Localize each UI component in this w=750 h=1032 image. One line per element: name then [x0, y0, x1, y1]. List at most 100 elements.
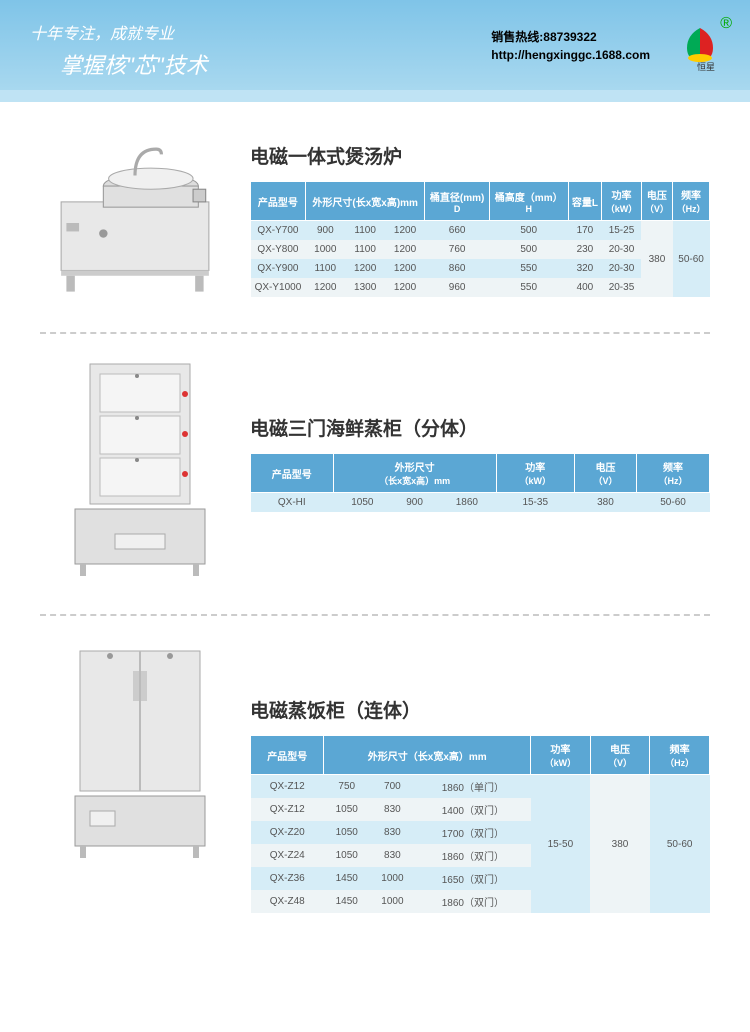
cell: 1860（双门） [415, 890, 530, 913]
product-1-title: 电磁一体式煲汤炉 [250, 142, 710, 169]
cell: 1200 [305, 278, 345, 297]
cell: 1450 [324, 890, 370, 913]
cell: 1300 [345, 278, 385, 297]
cell: 900 [305, 221, 345, 241]
th-capacity: 容量L [568, 182, 602, 221]
cell: 1000 [305, 240, 345, 259]
cell-voltage: 380 [590, 775, 650, 914]
th-voltage: 电压（V） [590, 736, 650, 775]
table-row: QX-Y7009001100120066050017015-2538050-60 [251, 221, 710, 241]
cell: 230 [568, 240, 602, 259]
hotline-text: 销售热线:88739322 [491, 28, 650, 46]
cell: 1200 [385, 278, 425, 297]
cell: QX-Z12 [251, 798, 324, 821]
cell: 20-30 [602, 259, 642, 278]
cell-voltage: 380 [641, 221, 672, 298]
brand-name: 恒星 [697, 60, 715, 73]
cell: 1200 [385, 240, 425, 259]
cell: 1200 [385, 221, 425, 241]
cell: 1050 [324, 821, 370, 844]
cell: 500 [489, 240, 568, 259]
th-height: 桶高度（mm）H [489, 182, 568, 221]
cell: QX-Z24 [251, 844, 324, 867]
product-3-table: 产品型号 外形尺寸（长x宽x高）mm 功率（kW） 电压（V） 频率（Hz） Q… [250, 735, 710, 913]
th-dims: 外形尺寸（长x宽x高）mm [333, 454, 496, 493]
cell: 170 [568, 221, 602, 241]
th-model: 产品型号 [251, 182, 306, 221]
product-section-2: 电磁三门海鲜蒸柜（分体） 产品型号 外形尺寸（长x宽x高）mm 功率（kW） 电… [0, 334, 750, 614]
cell: QX-Y1000 [251, 278, 306, 297]
cell: QX-HI [251, 493, 334, 513]
cell: 900 [392, 493, 438, 513]
cell: 860 [425, 259, 489, 278]
cell: 830 [370, 821, 416, 844]
cell: 1860（双门） [415, 844, 530, 867]
cell: 15-35 [496, 493, 574, 513]
cell: 1860 [438, 493, 496, 513]
table-row: QX-HI 1050 900 1860 15-35 380 50-60 [251, 493, 710, 513]
page-header: 十年专注，成就专业 掌握核"芯"技术 销售热线:88739322 http://… [0, 0, 750, 90]
cell: 550 [489, 278, 568, 297]
product-1-table: 产品型号 外形尺寸(长x宽x高)mm 桶直径(mm)D 桶高度（mm）H 容量L… [250, 181, 710, 297]
product-1-image [40, 122, 230, 302]
cell: 660 [425, 221, 489, 241]
cell: 50-60 [637, 493, 710, 513]
cell: 380 [574, 493, 636, 513]
cell: 1200 [385, 259, 425, 278]
th-dims: 外形尺寸(长x宽x高)mm [305, 182, 425, 221]
th-voltage: 电压（V） [641, 182, 672, 221]
cell: QX-Y700 [251, 221, 306, 241]
cell: 1650（双门） [415, 867, 530, 890]
registered-mark: ® [720, 15, 732, 33]
product-2-title: 电磁三门海鲜蒸柜（分体） [250, 414, 710, 441]
cell-freq: 50-60 [650, 775, 710, 914]
th-voltage: 电压（V） [574, 454, 636, 493]
cell: 400 [568, 278, 602, 297]
product-1-info: 电磁一体式煲汤炉 产品型号 外形尺寸(长x宽x高)mm 桶直径(mm)D 桶高度… [250, 122, 710, 302]
cell: 1100 [345, 240, 385, 259]
cell: QX-Z12 [251, 775, 324, 799]
th-power: 功率（kW） [496, 454, 574, 493]
th-power: 功率（kW） [531, 736, 591, 775]
cell: 1400（双门） [415, 798, 530, 821]
contact-block: 销售热线:88739322 http://hengxinggc.1688.com [491, 28, 650, 64]
cell: QX-Y900 [251, 259, 306, 278]
th-model: 产品型号 [251, 736, 324, 775]
cell: 1050 [324, 798, 370, 821]
table-row: QX-Y80010001100120076050023020-30 [251, 240, 710, 259]
cell-power: 15-50 [531, 775, 591, 914]
th-dims: 外形尺寸（长x宽x高）mm [324, 736, 531, 775]
cell: 700 [370, 775, 416, 799]
product-section-3: 电磁蒸饭柜（连体） 产品型号 外形尺寸（长x宽x高）mm 功率（kW） 电压（V… [0, 616, 750, 943]
cell: 1050 [324, 844, 370, 867]
cell: 1050 [333, 493, 391, 513]
product-3-image [40, 636, 230, 866]
cell: 1700（双门） [415, 821, 530, 844]
product-section-1: 电磁一体式煲汤炉 产品型号 外形尺寸(长x宽x高)mm 桶直径(mm)D 桶高度… [0, 102, 750, 332]
product-3-info: 电磁蒸饭柜（连体） 产品型号 外形尺寸（长x宽x高）mm 功率（kW） 电压（V… [250, 636, 710, 913]
cell: 20-35 [602, 278, 642, 297]
cell: 1000 [370, 867, 416, 890]
th-freq: 频率（Hz） [650, 736, 710, 775]
cell: 1100 [345, 221, 385, 241]
cell: QX-Z36 [251, 867, 324, 890]
cell: 320 [568, 259, 602, 278]
th-freq: 频率（Hz） [673, 182, 710, 221]
cell: 1200 [345, 259, 385, 278]
product-3-title: 电磁蒸饭柜（连体） [250, 696, 710, 723]
product-2-info: 电磁三门海鲜蒸柜（分体） 产品型号 外形尺寸（长x宽x高）mm 功率（kW） 电… [250, 354, 710, 584]
cell: 1860（单门） [415, 775, 530, 799]
cell: 20-30 [602, 240, 642, 259]
cell: 1000 [370, 890, 416, 913]
site-url: http://hengxinggc.1688.com [491, 46, 650, 64]
th-diameter: 桶直径(mm)D [425, 182, 489, 221]
subheader-band [0, 90, 750, 102]
cell: 760 [425, 240, 489, 259]
table-row: QX-Y100012001300120096055040020-35 [251, 278, 710, 297]
cell: QX-Z48 [251, 890, 324, 913]
table-row: QX-Y90011001200120086055032020-30 [251, 259, 710, 278]
cell: 550 [489, 259, 568, 278]
cell: QX-Y800 [251, 240, 306, 259]
cell: 1100 [305, 259, 345, 278]
cell: 750 [324, 775, 370, 799]
